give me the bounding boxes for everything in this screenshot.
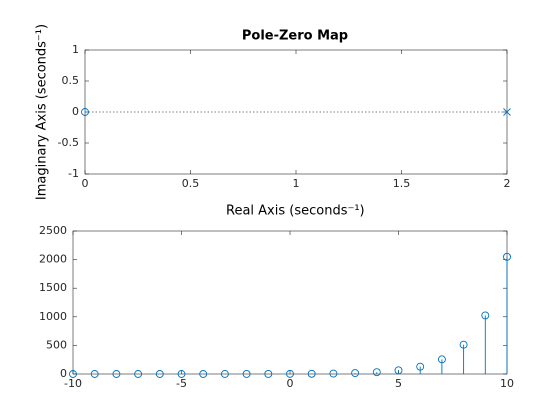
x-tick-label: 2 — [504, 177, 511, 190]
stem-marker — [242, 370, 251, 378]
y-axis-label: Imaginary Axis (seconds⁻¹) — [35, 24, 50, 200]
x-tick-label: 0 — [82, 177, 89, 190]
x-tick-label: -5 — [176, 377, 187, 390]
x-axis-label: Real Axis (seconds⁻¹) — [226, 204, 365, 219]
plot-area — [72, 230, 508, 375]
stem-marker — [69, 370, 77, 378]
y-tick-label: 500 — [46, 338, 67, 351]
stem-marker — [459, 340, 468, 349]
stem-marker — [199, 370, 208, 378]
y-tick-label: 0.5 — [62, 74, 80, 87]
y-tick-label: 2000 — [39, 253, 67, 266]
stem-marker — [503, 252, 511, 261]
y-tick-label: 1000 — [39, 310, 67, 323]
x-tick-label: 5 — [395, 377, 402, 390]
zero-marker — [81, 108, 89, 116]
x-tick-label: 1.5 — [393, 177, 411, 190]
x-tick-label: 0.5 — [182, 177, 200, 190]
x-tick-label: 0 — [287, 377, 294, 390]
stem-marker — [394, 366, 403, 375]
stem-marker — [329, 369, 338, 378]
y-tick-label: -1 — [68, 167, 79, 180]
stem-marker — [286, 369, 294, 378]
chart-title: Pole-Zero Map — [242, 29, 348, 44]
stem-marker — [264, 369, 273, 378]
stem-marker — [177, 370, 186, 378]
y-tick-label: 1500 — [39, 281, 67, 294]
stem-marker — [416, 362, 425, 371]
stem-marker — [351, 369, 360, 378]
y-tick-label: -0.5 — [58, 136, 79, 149]
x-tick-label: 10 — [500, 377, 514, 390]
pole-marker — [503, 108, 511, 116]
y-tick-label: 0 — [60, 367, 67, 380]
stem-marker — [437, 355, 446, 364]
y-tick-label: 0 — [72, 105, 79, 118]
y-tick-label: 2500 — [39, 224, 67, 237]
stem-marker — [112, 370, 121, 378]
stem-marker — [155, 370, 164, 378]
x-tick-label: -10 — [64, 377, 82, 390]
x-tick-label: 1 — [293, 177, 300, 190]
stem-marker — [134, 370, 143, 378]
stem-marker — [481, 311, 490, 320]
stem-marker — [372, 368, 381, 377]
stem-marker — [90, 370, 99, 378]
stem-marker — [307, 369, 316, 378]
y-tick-label: 1 — [72, 43, 79, 56]
stem-marker — [220, 370, 229, 378]
